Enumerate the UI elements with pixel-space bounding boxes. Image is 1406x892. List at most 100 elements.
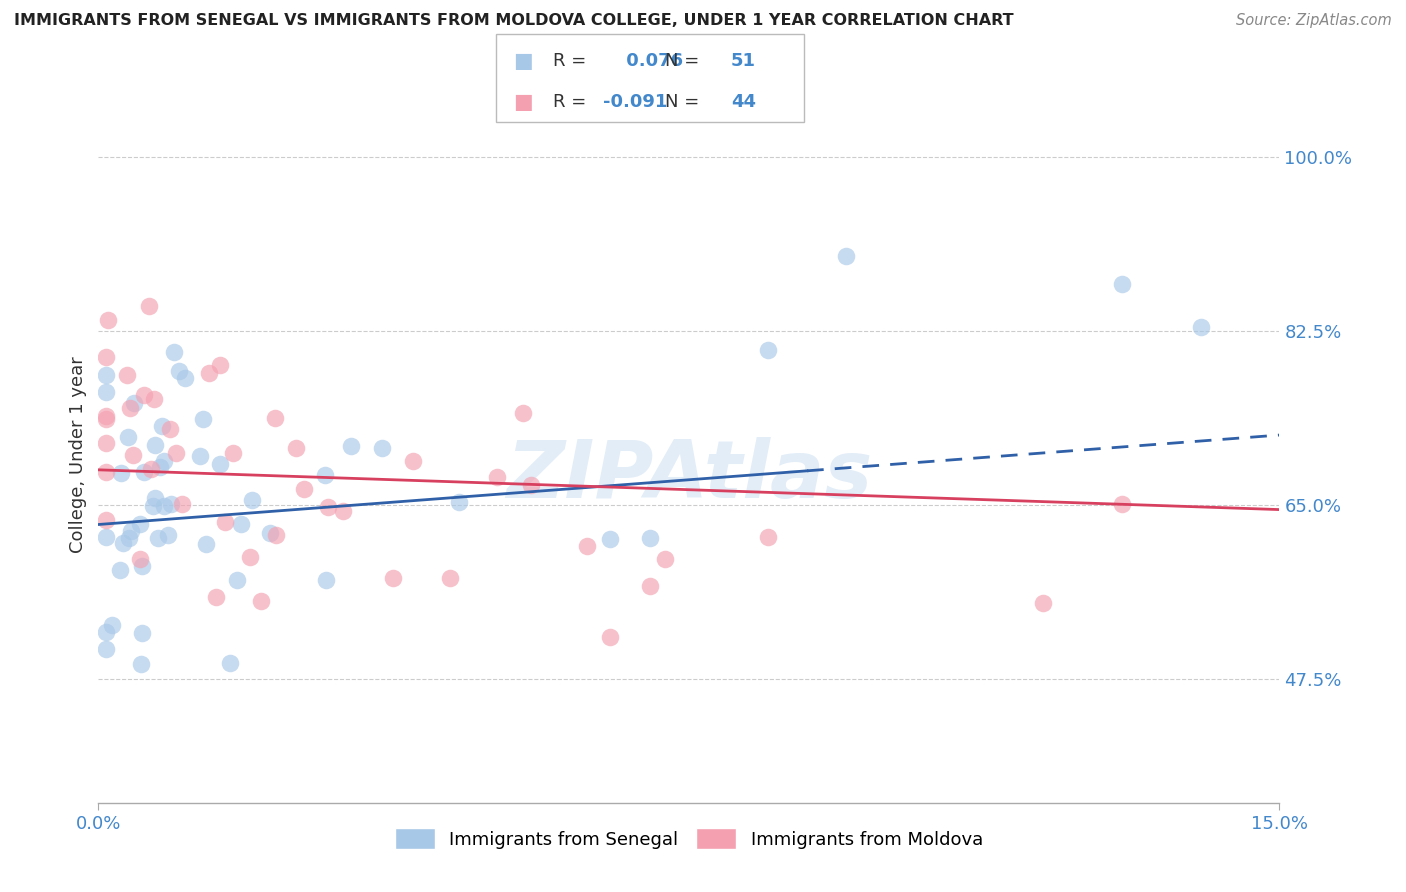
Point [218,656,240,670]
Point [340,439,363,453]
Point [118,531,141,545]
Point [143,491,166,506]
Point [117,368,139,382]
Text: -0.091: -0.091 [603,93,668,111]
Point [96,513,118,527]
Point [120,524,142,538]
Text: IMMIGRANTS FROM SENEGAL VS IMMIGRANTS FROM MOLDOVA COLLEGE, UNDER 1 YEAR CORRELA: IMMIGRANTS FROM SENEGAL VS IMMIGRANTS FR… [14,13,1014,29]
Point [159,422,181,436]
Point [131,559,153,574]
Point [485,469,508,483]
Point [97,313,120,327]
Point [132,466,155,480]
Point [131,626,153,640]
Point [96,436,118,450]
Point [208,358,231,372]
Point [132,387,155,401]
Text: 0.076: 0.076 [620,52,683,70]
Point [756,530,779,544]
Point [153,454,176,468]
Point [239,549,262,564]
Point [204,590,226,604]
Text: ZIPAtlas: ZIPAtlas [506,437,872,515]
Point [654,552,676,566]
Point [160,497,183,511]
Point [142,499,165,513]
Point [447,495,470,509]
Point [285,442,308,456]
Point [314,468,336,483]
Point [191,412,214,426]
Text: R =: R = [553,52,592,70]
Text: 44: 44 [731,93,756,111]
Point [370,442,392,456]
Point [138,299,160,313]
Text: 51: 51 [731,52,756,70]
Point [174,371,197,385]
Point [638,531,661,545]
Legend: Immigrants from Senegal, Immigrants from Moldova: Immigrants from Senegal, Immigrants from… [388,822,990,856]
Point [249,593,271,607]
Point [599,532,621,546]
Point [264,528,287,542]
Point [96,368,118,383]
Point [835,249,858,263]
Point [96,412,118,426]
Point [520,478,543,492]
Point [1189,319,1212,334]
Text: ■: ■ [513,92,533,112]
Point [96,384,118,399]
Point [122,448,145,462]
Point [1111,277,1133,291]
Point [263,411,285,425]
Point [214,515,236,529]
Point [208,457,231,471]
Point [172,497,194,511]
Point [222,446,245,460]
Point [153,499,176,513]
Point [756,343,779,358]
Point [131,657,153,672]
Text: N =: N = [665,52,704,70]
Point [231,517,253,532]
Point [439,571,461,585]
Text: ■: ■ [513,51,533,71]
Text: N =: N = [665,93,704,111]
Point [599,630,621,644]
Point [512,406,534,420]
Point [188,449,211,463]
Point [240,492,263,507]
Point [146,531,169,545]
Point [128,517,150,532]
Point [96,465,118,479]
Point [225,573,247,587]
Point [122,396,145,410]
Point [149,459,172,474]
Point [1032,596,1054,610]
Point [638,579,661,593]
Point [292,482,315,496]
Point [259,525,281,540]
Point [198,366,221,380]
Point [575,539,598,553]
Point [101,617,124,632]
Point [96,409,118,423]
Point [332,504,354,518]
Point [382,571,405,585]
Point [402,454,425,468]
Point [117,430,139,444]
Point [162,345,184,359]
Point [139,461,162,475]
Point [112,536,135,550]
Text: Source: ZipAtlas.com: Source: ZipAtlas.com [1236,13,1392,29]
Point [316,500,339,514]
Point [145,438,167,452]
Text: R =: R = [553,93,592,111]
Point [157,528,180,542]
Point [315,573,337,587]
Point [165,446,187,460]
Point [96,624,118,639]
Point [108,563,131,577]
Point [150,419,173,434]
Point [120,401,142,415]
